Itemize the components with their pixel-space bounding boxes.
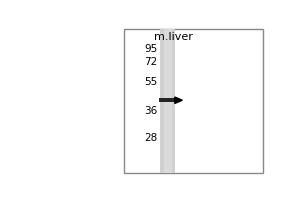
Bar xyxy=(164,29,172,173)
Bar xyxy=(159,98,176,102)
Bar xyxy=(124,29,263,173)
Text: 95: 95 xyxy=(144,44,157,54)
Text: 55: 55 xyxy=(144,77,157,87)
Text: 28: 28 xyxy=(144,133,157,143)
Polygon shape xyxy=(175,97,182,103)
Text: m.liver: m.liver xyxy=(154,32,193,42)
Text: 36: 36 xyxy=(144,106,157,116)
Text: 72: 72 xyxy=(144,57,157,67)
Bar xyxy=(160,29,175,173)
